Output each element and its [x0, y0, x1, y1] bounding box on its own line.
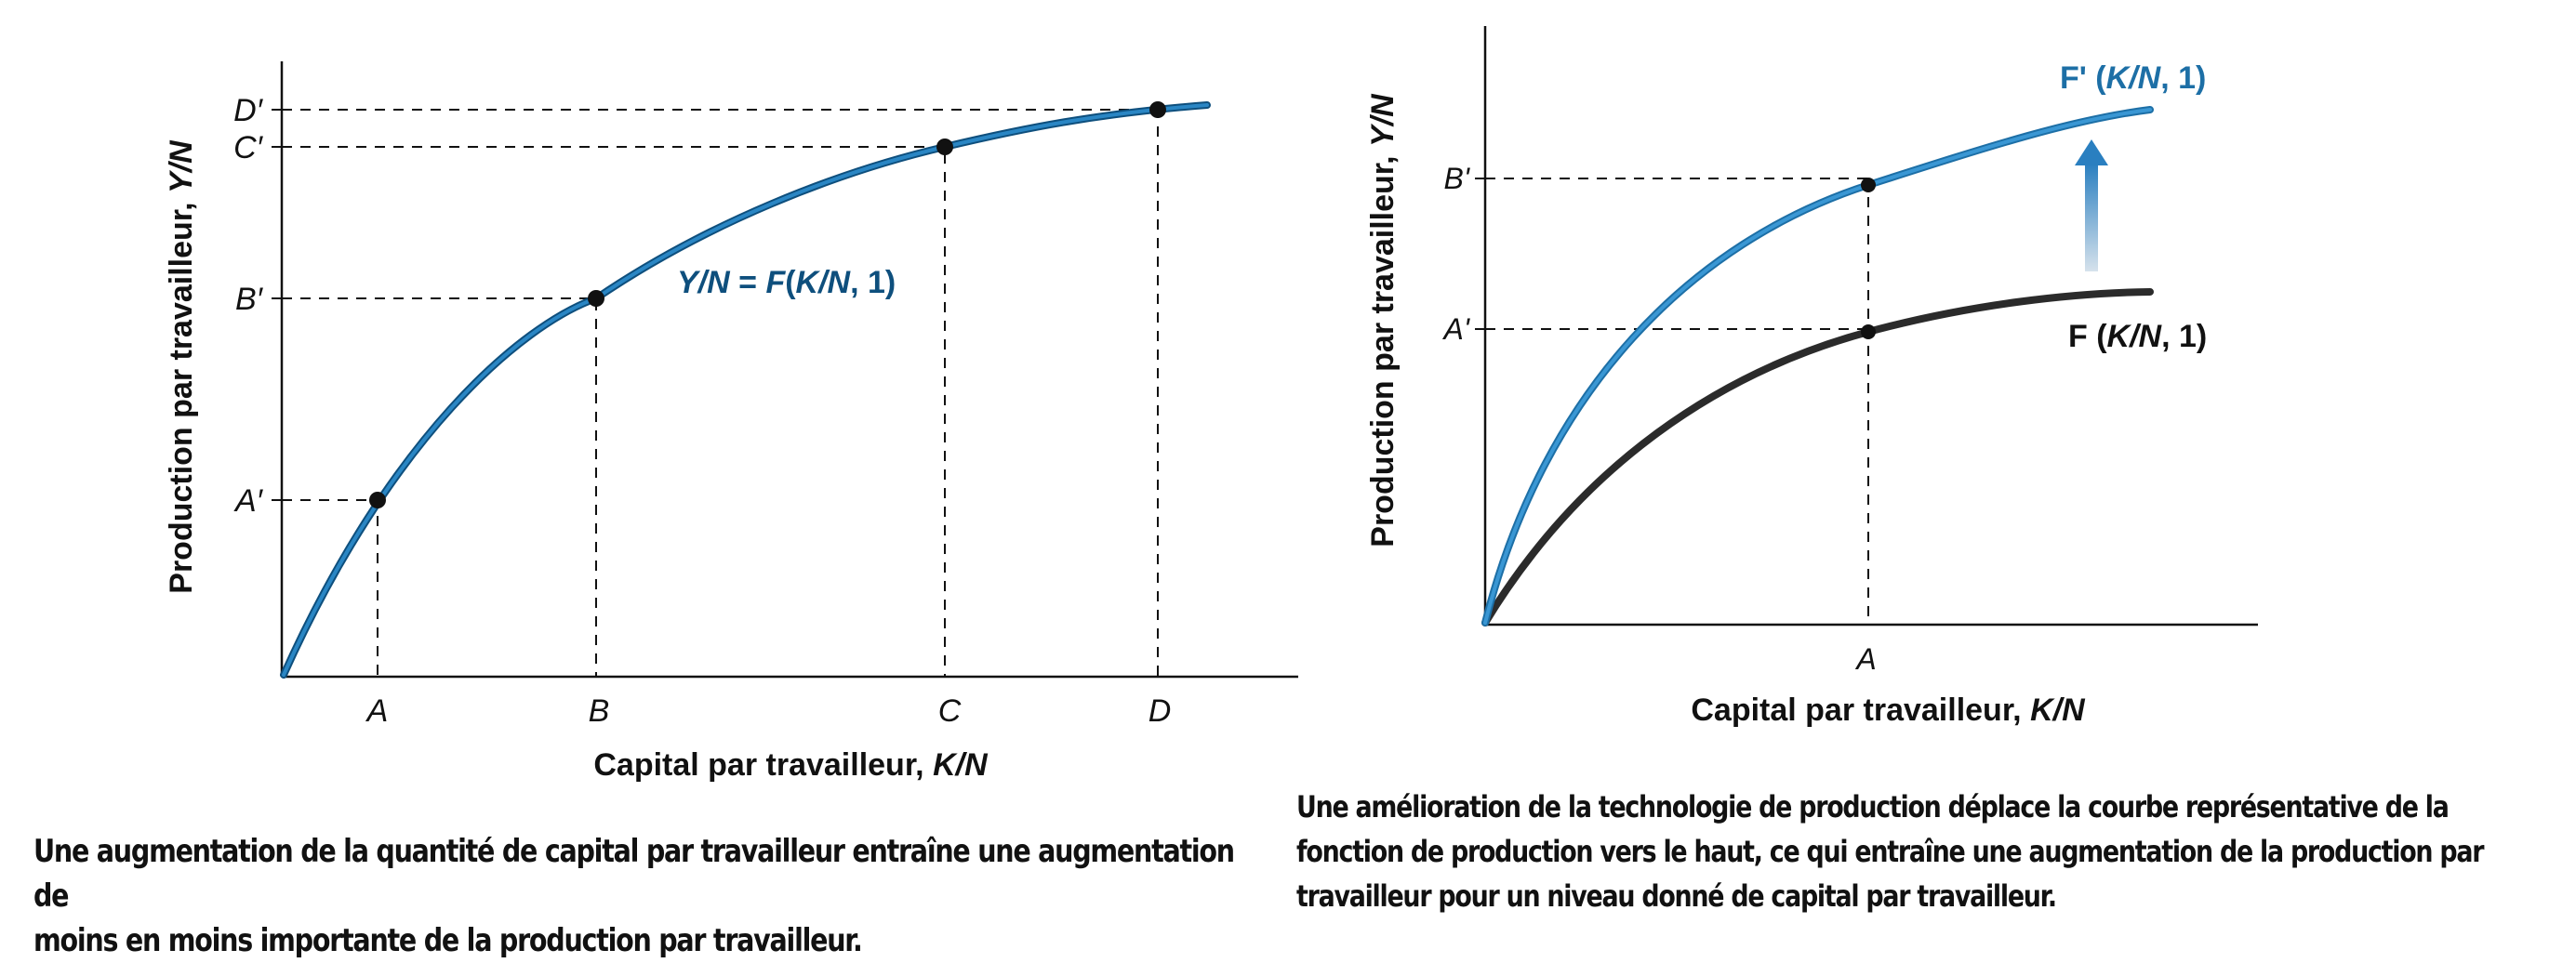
right-xtick-label-a: A	[1854, 642, 1876, 676]
left-production-curve-highlight	[282, 103, 1209, 677]
curve-f-prime-label: F' (K/N, 1)	[2060, 60, 2206, 96]
point-d	[1149, 101, 1166, 118]
point-b-prime	[1861, 178, 1876, 192]
right-ytick-label-b: B'	[1444, 162, 1471, 195]
left-production-curve	[280, 101, 1211, 679]
xtick-label-c: C	[938, 693, 962, 729]
curve-f-label: F (K/N, 1)	[2068, 319, 2207, 354]
right-chart: B' A' A F' (K/N, 1) F (K/N, 1) Capital p…	[1365, 26, 2258, 728]
curve-f-prime	[1481, 106, 2154, 627]
left-guides	[282, 109, 1159, 677]
right-y-axis-title: Production par travailleur, Y/N	[1365, 93, 1401, 547]
xtick-label-d: D	[1149, 693, 1172, 729]
shift-up-arrow	[2075, 139, 2108, 271]
left-x-axis-title: Capital par travailleur, K/N	[593, 747, 989, 783]
caption-right: Une amélioration de la technologie de pr…	[1296, 785, 2576, 918]
caption-right-line-1: Une amélioration de la technologie de pr…	[1296, 789, 2450, 824]
point-a	[369, 492, 386, 508]
point-c	[936, 139, 953, 155]
guide-d	[282, 109, 1159, 677]
curve-f	[1481, 288, 2154, 627]
left-curve-label: Y/N = F(K/N, 1)	[677, 265, 896, 300]
ytick-label-d: D′	[233, 93, 264, 128]
left-chart: A′ B′ C′ D′ A B C D Y/N = F(K/N, 1) Capi…	[164, 61, 1298, 783]
arrow-shaft	[2085, 164, 2098, 271]
xtick-label-a: A	[365, 693, 389, 729]
arrow-head	[2075, 139, 2108, 165]
caption-left-line-2: moins en moins importante de la producti…	[33, 922, 863, 959]
caption-right-line-2: fonction de production vers le haut, ce …	[1296, 834, 2485, 869]
right-x-axis-title: Capital par travailleur, K/N	[1691, 693, 2086, 728]
caption-right-line-3: travailleur pour un niveau donné de capi…	[1296, 878, 2057, 914]
ytick-label-a: A′	[233, 483, 264, 519]
curve-f-prime-highlight	[1483, 108, 2152, 625]
point-b	[588, 290, 604, 307]
left-y-axis-title: Production par travailleur, Y/N	[164, 139, 199, 594]
ytick-label-b: B′	[235, 282, 264, 317]
ytick-label-c: C′	[233, 130, 264, 165]
guide-b	[282, 297, 597, 677]
point-a-prime	[1861, 324, 1876, 339]
caption-left-line-1: Une augmentation de la quantité de capit…	[33, 833, 1235, 915]
right-ytick-label-a: A'	[1442, 312, 1471, 346]
caption-left: Une augmentation de la quantité de capit…	[33, 829, 1276, 963]
xtick-label-b: B	[589, 693, 610, 729]
right-guides	[1485, 178, 1869, 625]
guide-c	[282, 146, 946, 677]
